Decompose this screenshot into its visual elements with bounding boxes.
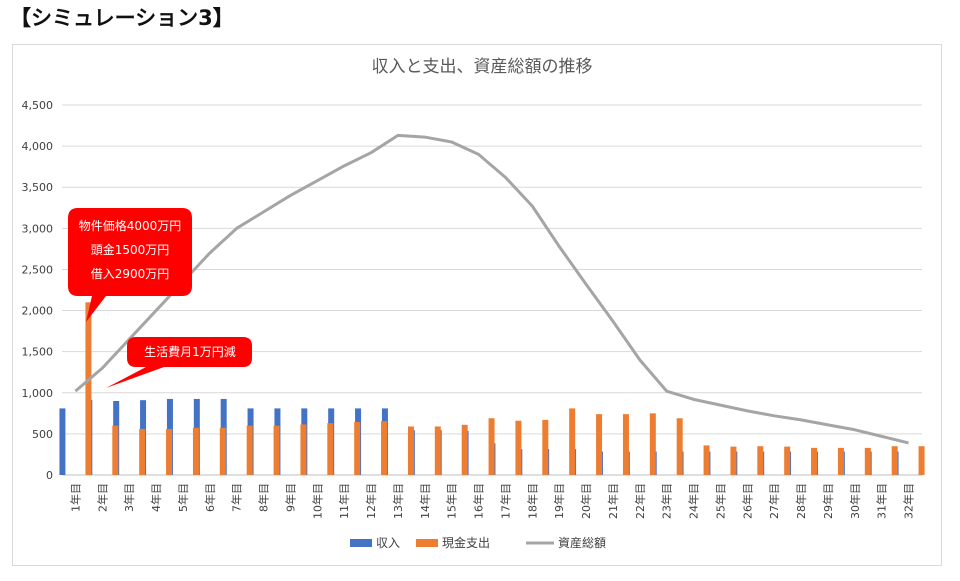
bar-expense	[166, 428, 173, 475]
bar-expense	[112, 425, 119, 475]
x-tick-label: 32年目	[902, 483, 916, 519]
bar-expense	[864, 447, 871, 475]
bar-expense	[246, 425, 253, 475]
x-tick-label: 15年目	[445, 483, 459, 519]
y-tick-label: 0	[46, 469, 53, 482]
legend-label: 資産総額	[558, 535, 606, 550]
bar-expense	[918, 446, 925, 475]
x-tick-label: 20年目	[579, 483, 593, 519]
bar-expense	[757, 446, 764, 475]
page-heading: 【シミュレーション3】	[10, 6, 234, 30]
y-tick-label: 4,000	[22, 140, 54, 153]
x-tick-label: 28年目	[794, 483, 808, 519]
bar-expense	[407, 426, 414, 475]
y-tick-label: 2,000	[22, 305, 54, 318]
bar-expense	[192, 427, 199, 475]
bar-expense	[891, 446, 898, 475]
x-tick-label: 22年目	[633, 483, 647, 519]
x-tick-label: 14年目	[418, 483, 432, 519]
x-tick-label: 2年目	[95, 483, 109, 512]
x-tick-label: 3年目	[122, 483, 136, 512]
bar-expense	[811, 447, 818, 475]
x-tick-label: 18年目	[525, 483, 539, 519]
x-tick-label: 8年目	[257, 483, 271, 512]
bar-expense	[273, 425, 280, 475]
x-tick-label: 19年目	[552, 483, 566, 519]
callout-living-cost-bubble	[106, 337, 252, 388]
y-tick-label: 1,500	[22, 346, 54, 359]
x-tick-label: 25年目	[713, 483, 727, 519]
y-tick-label: 500	[32, 428, 53, 441]
bar-expense	[488, 418, 495, 475]
y-axis-ticks: 0 500 1,000 1,500 2,000 2,500 3,000 3,500 4,000 4…	[22, 99, 54, 482]
callout-purchase-text: 借入2900万円	[91, 267, 170, 281]
bar-expense	[676, 418, 683, 475]
bar-expense	[461, 424, 468, 475]
bar-expense	[381, 421, 388, 475]
legend-swatch	[350, 539, 372, 547]
bar-expense	[569, 408, 576, 475]
legend-swatch	[416, 539, 438, 547]
bar-expense	[354, 421, 361, 475]
x-tick-label: 27年目	[767, 483, 781, 519]
x-tick-label: 13年目	[391, 483, 405, 519]
x-tick-label: 21年目	[606, 483, 620, 519]
y-tick-label: 2,500	[22, 263, 54, 276]
y-tick-label: 4,500	[22, 99, 54, 112]
x-tick-label: 30年目	[848, 483, 862, 519]
y-tick-label: 3,500	[22, 181, 54, 194]
x-tick-label: 24年目	[687, 483, 701, 519]
x-tick-label: 5年目	[176, 483, 190, 512]
x-tick-label: 6年目	[203, 483, 217, 512]
bar-expense	[219, 427, 226, 475]
bar-expense	[434, 426, 441, 475]
bar-expense	[703, 445, 710, 475]
bar-expense	[837, 447, 844, 475]
bar-expense	[649, 413, 656, 475]
bar-expense	[300, 424, 307, 475]
gridlines	[62, 104, 922, 476]
bar-expense	[515, 420, 522, 475]
x-axis-ticks: 1年目 2年目 3年目 4年目 5年目 6年目 7年目 8年目 9年目 10年目 11年目 12年目 1…	[68, 483, 915, 519]
x-tick-label: 9年目	[283, 483, 297, 512]
bar-expense	[784, 446, 791, 475]
x-tick-label: 17年目	[498, 483, 512, 519]
x-tick-label: 7年目	[230, 483, 244, 512]
x-tick-label: 11年目	[337, 483, 351, 519]
callout-purchase-bubble	[68, 208, 192, 322]
asset-total-line	[74, 133, 909, 445]
bar-income	[59, 408, 66, 475]
bar-expense	[542, 419, 549, 475]
chart-title: 収入と支出、資産総額の推移	[372, 57, 593, 77]
x-tick-label: 29年目	[821, 483, 835, 519]
bar-expense	[327, 423, 334, 475]
legend-label: 現金支出	[442, 535, 490, 550]
chart-frame	[12, 44, 942, 566]
bar-expense	[85, 302, 92, 475]
callout-living-cost-text: 生活費月1万円減	[144, 344, 236, 359]
x-tick-label: 23年目	[660, 483, 674, 519]
bar-expense	[596, 414, 603, 475]
x-tick-label: 10年目	[310, 483, 324, 519]
x-tick-label: 4年目	[149, 483, 163, 512]
legend-label: 収入	[376, 536, 400, 550]
y-tick-label: 3,000	[22, 222, 54, 235]
legend: 収入 現金支出 資産総額	[350, 535, 606, 550]
callout-purchase-text: 物件価格4000万円	[79, 218, 182, 233]
callout-purchase-text: 頭金1500万円	[91, 242, 170, 257]
y-tick-label: 1,000	[22, 387, 54, 400]
x-tick-label: 1年目	[68, 483, 82, 512]
bar-expense	[622, 414, 629, 475]
bars	[59, 302, 925, 475]
bar-expense	[139, 428, 146, 475]
x-tick-label: 12年目	[364, 483, 378, 519]
bar-expense	[730, 446, 737, 475]
x-tick-label: 31年目	[875, 483, 889, 519]
asset-line	[74, 133, 909, 445]
x-tick-label: 16年目	[472, 483, 486, 519]
x-tick-label: 26年目	[740, 483, 754, 519]
